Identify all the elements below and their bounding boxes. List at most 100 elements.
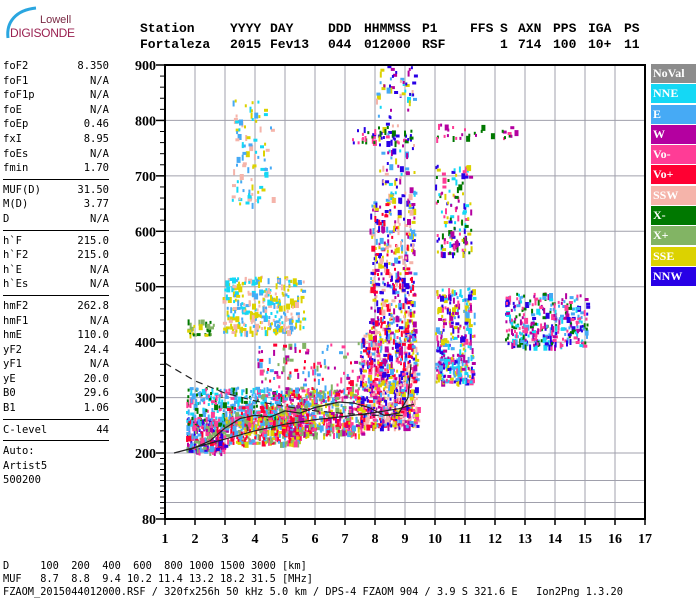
echo-point (238, 281, 240, 285)
echo-point (235, 412, 240, 419)
echo-point (190, 397, 193, 404)
echo-point (377, 343, 382, 346)
param-row: yE 20.0 (3, 372, 109, 387)
echo-point (264, 289, 267, 293)
echo-point (395, 158, 398, 165)
echo-point (512, 333, 514, 337)
echo-point (270, 406, 273, 410)
param-label: yF1 (3, 358, 22, 371)
echo-point (275, 425, 278, 432)
echo-point (407, 219, 411, 225)
echo-point (379, 169, 382, 173)
echo-point (288, 437, 291, 444)
echo-point (510, 126, 515, 130)
echo-point (203, 418, 206, 422)
echo-point (542, 337, 547, 344)
echo-point (549, 293, 553, 299)
echo-point (219, 394, 222, 398)
param-value: N/A (90, 358, 109, 371)
echo-point (300, 386, 305, 390)
echo-point (261, 327, 264, 330)
echo-point (449, 324, 454, 328)
echo-point (397, 209, 402, 216)
echo-point (402, 83, 405, 86)
echo-point (388, 323, 391, 327)
echo-point (205, 388, 208, 392)
echo-point (395, 316, 400, 323)
echo-point (319, 425, 324, 432)
echo-point (313, 389, 317, 393)
echo-point (238, 396, 242, 403)
echo-point (399, 166, 404, 173)
echo-point (466, 135, 471, 142)
echo-point (358, 399, 361, 406)
echo-point (451, 170, 456, 174)
echo-point (435, 362, 440, 366)
echo-point (384, 363, 386, 367)
echo-point (554, 309, 557, 316)
echo-point (307, 388, 310, 391)
echo-point (443, 354, 446, 358)
echo-point (393, 225, 396, 232)
echo-point (263, 437, 266, 441)
echo-point (440, 334, 443, 338)
echo-point (447, 179, 450, 182)
echo-point (410, 311, 415, 318)
echo-point (230, 435, 235, 442)
echo-point (399, 277, 402, 281)
echo-point (408, 408, 413, 412)
echo-point (407, 362, 412, 369)
echo-point (256, 411, 261, 415)
echo-point (283, 326, 286, 333)
echo-point (240, 435, 243, 439)
echo-point (551, 342, 554, 346)
echo-point (377, 397, 382, 401)
echo-point (255, 424, 258, 431)
echo-point (443, 338, 448, 342)
echo-point (454, 241, 459, 248)
echo-point (513, 305, 516, 309)
echo-point (294, 426, 297, 433)
echo-point (243, 302, 246, 306)
echo-point (273, 302, 276, 309)
echo-point (519, 331, 521, 335)
echo-point (378, 246, 381, 250)
echo-point (297, 393, 300, 400)
echo-point (384, 391, 387, 395)
echo-point (409, 335, 414, 339)
echo-point (216, 435, 219, 442)
echo-point (363, 414, 366, 418)
echo-point (409, 225, 412, 228)
echo-point (220, 450, 223, 457)
echo-point (375, 253, 380, 256)
echo-point (340, 377, 343, 384)
echo-point (200, 425, 203, 429)
echo-point (214, 392, 219, 396)
echo-point (323, 433, 326, 440)
echo-point (406, 425, 409, 429)
echo-point (374, 254, 377, 258)
echo-point (198, 419, 201, 426)
echo-point (196, 387, 199, 391)
echo-point (349, 396, 352, 400)
echo-point (306, 390, 309, 394)
echo-point (205, 445, 208, 448)
echo-point (370, 383, 374, 387)
echo-point (250, 415, 253, 422)
echo-point (199, 391, 202, 398)
echo-point (362, 383, 367, 387)
param-row: hmE 110.0 (3, 328, 109, 343)
echo-point (519, 319, 522, 326)
echo-point (392, 263, 395, 267)
legend-item-x-: X+ (651, 226, 696, 246)
echo-point (384, 423, 387, 427)
echo-point (317, 391, 322, 395)
echo-point (200, 319, 205, 326)
echo-point (367, 347, 372, 351)
echo-point (392, 197, 397, 204)
echo-point (456, 187, 459, 194)
echo-point (395, 304, 398, 308)
echo-point (392, 421, 395, 425)
echo-point (542, 326, 545, 329)
echo-point (464, 334, 467, 338)
